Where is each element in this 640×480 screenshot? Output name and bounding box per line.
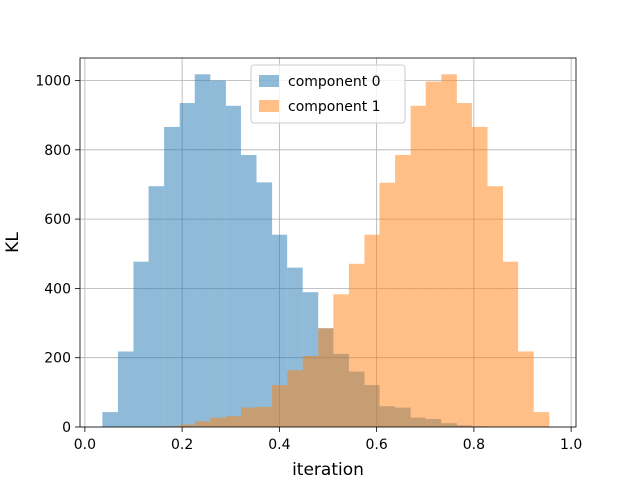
histogram-bar-component-1 (425, 81, 442, 428)
histogram-bar-component-1 (379, 182, 396, 427)
histogram-bar-component-1 (302, 355, 319, 427)
histogram-bar-component-1 (456, 103, 472, 428)
legend-label: component 0 (288, 74, 381, 90)
histogram-bar-component-1 (225, 416, 241, 427)
x-tick-label: 0.8 (463, 437, 485, 453)
histogram-bar-component-1 (441, 74, 457, 427)
histogram-bar-component-1 (179, 424, 195, 427)
histogram-bar-component-1 (364, 234, 380, 427)
legend-swatch (259, 100, 279, 112)
histogram-bar-component-0 (272, 234, 288, 427)
histogram-bar-component-0 (194, 74, 211, 427)
y-tick-label: 1000 (35, 74, 71, 90)
legend-label: component 1 (288, 99, 381, 115)
histogram-bar-component-1 (503, 261, 519, 427)
histogram-bar-component-1 (533, 412, 550, 427)
histogram-bar-component-0 (240, 155, 257, 427)
histogram-bar-component-0 (133, 261, 149, 427)
y-tick-label: 400 (44, 281, 71, 297)
histogram-bar-component-1 (518, 351, 534, 427)
x-tick-label: 0.0 (74, 437, 96, 453)
axis-ticks: 0.0 0.2 0.4 0.6 0.8 1.0 0 200 400 600 800 1000 (35, 74, 582, 453)
y-axis-label: KL (3, 232, 23, 253)
histogram-bar-component-0 (210, 80, 226, 428)
histogram-bar-component-1 (194, 421, 211, 427)
histogram-bar-component-0 (179, 103, 195, 428)
axes-frame (79, 57, 577, 428)
histogram-bar-component-0 (148, 186, 165, 427)
y-tick-label: 600 (44, 212, 71, 228)
histogram-bar-component-1 (318, 328, 334, 427)
x-tick-label: 0.2 (171, 437, 193, 453)
x-axis-label: iteration (292, 460, 364, 480)
histogram-bar-component-0 (225, 105, 241, 427)
x-tick-label: 0.4 (268, 437, 290, 453)
bars (102, 74, 550, 428)
histogram-bar-component-1 (395, 155, 411, 427)
histogram-bar-component-0 (164, 126, 180, 428)
histogram-bar-component-0 (117, 351, 134, 427)
y-tick-label: 200 (44, 351, 71, 367)
x-tick-label: 1.0 (560, 437, 582, 453)
histogram-bar-component-1 (487, 186, 504, 427)
histogram-bar-component-1 (240, 407, 257, 427)
legend-box (250, 64, 406, 124)
histogram-bar-component-1 (333, 294, 349, 427)
y-tick-label: 0 (62, 420, 71, 436)
histogram-bar-component-1 (471, 126, 488, 428)
histogram-bar-component-1 (272, 385, 288, 427)
histogram-bar-component-1 (210, 417, 226, 427)
legend: component 0 component 1 (250, 64, 406, 124)
histogram-bar-component-1 (410, 105, 426, 427)
y-tick-label: 800 (44, 143, 71, 159)
histogram-bar-component-0 (256, 182, 273, 427)
legend-swatch (259, 75, 279, 87)
x-tick-label: 0.6 (365, 437, 387, 453)
plot-frame (79, 57, 577, 428)
histogram-bar-component-1 (287, 370, 303, 427)
histogram-bar-component-1 (256, 406, 273, 427)
histogram-bar-component-0 (102, 412, 118, 427)
histogram-bar-component-1 (348, 263, 365, 427)
